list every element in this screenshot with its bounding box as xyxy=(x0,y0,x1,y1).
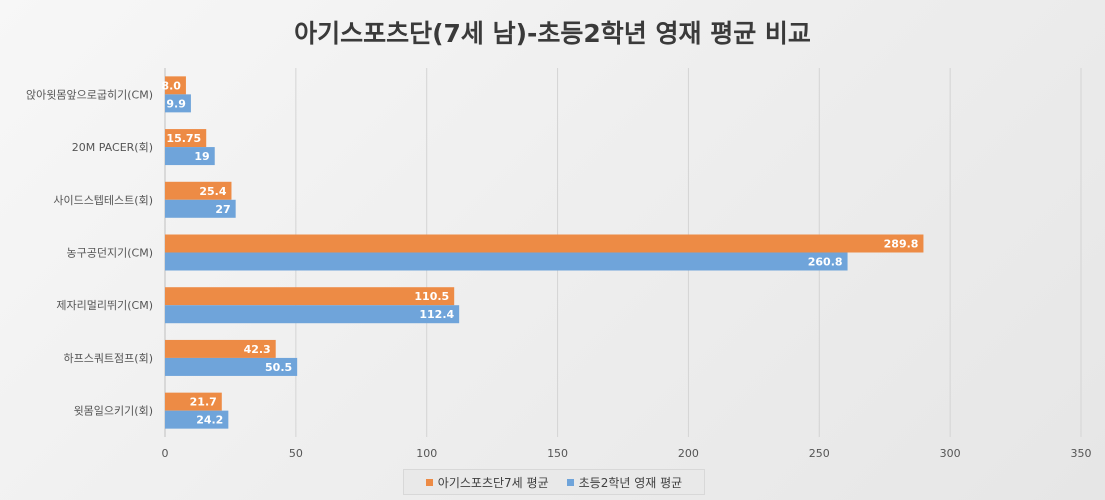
x-tick-label: 200 xyxy=(678,447,699,460)
data-label: 110.5 xyxy=(414,290,449,303)
bar-blue xyxy=(165,252,848,271)
bar-blue xyxy=(165,305,460,324)
bar-orange xyxy=(165,234,924,253)
legend-label: 아기스포츠단7세 평균 xyxy=(437,475,549,490)
bar-blue xyxy=(165,94,191,113)
data-label: 8.0 xyxy=(161,79,181,92)
bar-orange xyxy=(165,129,207,148)
bar-orange xyxy=(165,76,186,95)
x-tick-label: 100 xyxy=(416,447,437,460)
bar-blue xyxy=(165,199,236,218)
data-label: 42.3 xyxy=(244,343,271,356)
data-label: 19 xyxy=(194,150,209,163)
bar-orange xyxy=(165,339,276,358)
x-tick-label: 250 xyxy=(809,447,830,460)
x-tick-label: 0 xyxy=(162,447,169,460)
y-category-label: 하프스쿼트점프(회) xyxy=(63,351,153,365)
data-label: 24.2 xyxy=(196,414,223,427)
data-label: 289.8 xyxy=(884,238,919,251)
legend-item-series-1: 아기스포츠단7세 평균 xyxy=(425,474,549,491)
data-label: 112.4 xyxy=(419,308,454,321)
bar-orange xyxy=(165,392,222,411)
data-label: 15.75 xyxy=(166,132,201,145)
bar-blue xyxy=(165,410,229,429)
legend-swatch-orange xyxy=(425,478,433,486)
data-label: 27 xyxy=(215,203,230,216)
y-category-label: 제자리멀리뛰기(CM) xyxy=(56,299,153,312)
data-label: 50.5 xyxy=(265,361,292,374)
x-tick-label: 50 xyxy=(289,447,303,460)
y-category-label: 윗몸일으키기(회) xyxy=(74,404,153,418)
bar-blue xyxy=(165,357,298,376)
bar-blue xyxy=(165,147,215,166)
x-tick-label: 300 xyxy=(940,447,961,460)
chart-legend: 아기스포츠단7세 평균 초등2학년 영재 평균 xyxy=(403,469,705,495)
y-category-label: 20M PACER(회) xyxy=(72,141,153,154)
data-label: 21.7 xyxy=(190,396,217,409)
x-tick-label: 350 xyxy=(1071,447,1092,460)
x-tick-label: 150 xyxy=(547,447,568,460)
bar-orange xyxy=(165,181,232,200)
bar-orange xyxy=(165,287,455,306)
data-label: 25.4 xyxy=(199,185,226,198)
legend-item-series-2: 초등2학년 영재 평균 xyxy=(566,474,683,491)
data-label: 260.8 xyxy=(808,256,843,269)
chart-title: 아기스포츠단(7세 남)-초등2학년 영재 평균 비교 xyxy=(294,19,811,48)
data-label: 9.9 xyxy=(166,97,186,110)
legend-label: 초등2학년 영재 평균 xyxy=(578,475,683,490)
legend-swatch-blue xyxy=(566,478,574,486)
y-category-label: 앉아윗몸앞으로굽히기(CM) xyxy=(26,87,153,101)
y-category-label: 사이드스텝테스트(회) xyxy=(53,194,153,207)
y-category-label: 농구공던지기(CM) xyxy=(67,247,153,260)
